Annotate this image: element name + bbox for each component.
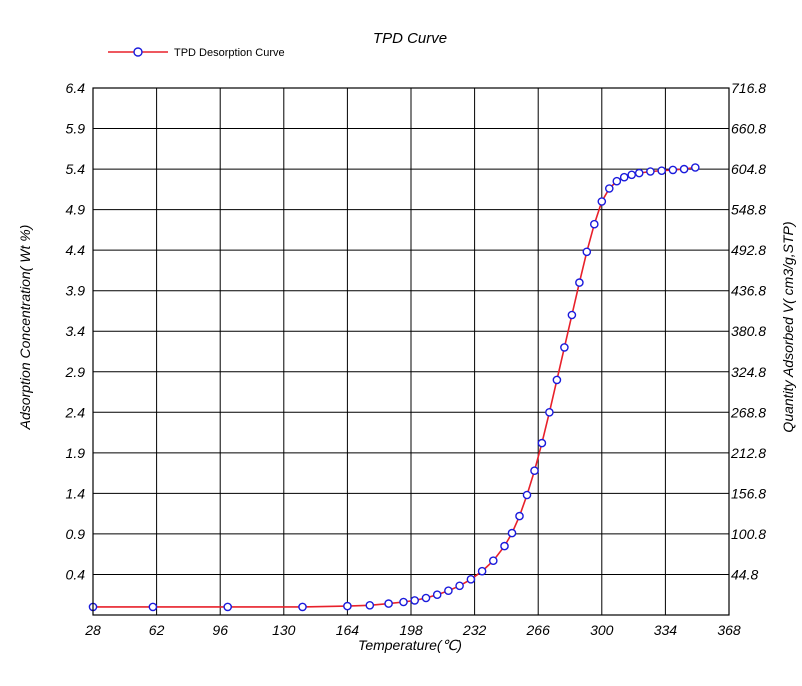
data-point [500, 541, 509, 551]
data-point [444, 586, 453, 596]
y-tick-label: 4.9 [66, 202, 86, 218]
y2-tick-label: 100.8 [731, 526, 766, 542]
tick-labels: 28 62 96 130 164 198 232 266 300 334 368 6.4 5.9 5.4 4… [65, 80, 767, 638]
y-tick-label: 2.4 [65, 404, 86, 420]
data-point [634, 168, 644, 178]
data-point [488, 556, 498, 566]
data-point [679, 164, 689, 174]
data-point [410, 596, 420, 605]
data-point [399, 597, 408, 607]
x-tick-label: 300 [590, 622, 614, 638]
y-tick-label: 0.9 [66, 526, 86, 542]
data-point [575, 278, 584, 287]
y2-tick-label: 660.8 [731, 121, 766, 137]
y2-tick-label: 604.8 [731, 161, 766, 177]
data-point [466, 575, 476, 584]
x-tick-label: 96 [212, 622, 228, 638]
x-axis-title: Temperature(℃) [358, 637, 462, 653]
data-point [627, 170, 637, 180]
y-tick-label: 5.4 [66, 161, 86, 177]
data-point [343, 601, 352, 611]
y-tick-label: 3.9 [66, 283, 86, 299]
y-tick-label: 5.9 [66, 121, 86, 137]
data-point [590, 219, 599, 229]
data-point [477, 566, 487, 576]
x-tick-label: 198 [399, 622, 423, 638]
legend-label: TPD Desorption Curve [174, 47, 285, 59]
chart-title: TPD Curve [373, 30, 447, 47]
series-layer [88, 163, 700, 612]
data-point [582, 247, 592, 257]
y-tick-label: 4.4 [66, 242, 86, 258]
data-point [567, 310, 577, 320]
data-point [455, 581, 464, 591]
y2-tick-label: 324.8 [731, 364, 766, 380]
data-point [507, 528, 517, 538]
data-point [619, 172, 629, 182]
data-point [421, 593, 431, 603]
y-tick-label: 0.4 [66, 566, 86, 582]
grid [92, 87, 730, 615]
y2-tick-label: 548.8 [731, 202, 766, 218]
x-tick-label: 266 [526, 622, 551, 638]
data-point [432, 590, 442, 600]
data-point [646, 167, 655, 176]
x-tick-label: 368 [717, 622, 741, 638]
data-point [522, 490, 532, 500]
x-tick-label: 28 [84, 622, 101, 638]
data-point [597, 197, 607, 206]
data-point [668, 165, 678, 175]
data-point [545, 407, 554, 417]
data-point [365, 601, 375, 610]
y2-tick-label: 268.8 [730, 404, 766, 420]
y2-tick-label: 492.8 [731, 242, 766, 258]
x-tick-label: 164 [336, 622, 360, 638]
y-tick-label: 1.9 [66, 445, 86, 461]
y-tick-label: 1.4 [66, 485, 86, 501]
data-point [691, 163, 700, 172]
data-point [657, 166, 667, 175]
y2-tick-label: 156.8 [731, 485, 766, 501]
x-tick-label: 232 [462, 622, 487, 638]
x-tick-label: 334 [654, 622, 678, 638]
data-point [223, 602, 232, 612]
y-tick-label: 3.4 [66, 323, 86, 339]
legend-marker [133, 47, 143, 57]
data-point [530, 466, 539, 476]
x-tick-label: 62 [149, 622, 165, 638]
y2-tick-label: 212.8 [730, 445, 766, 461]
data-point [552, 375, 562, 385]
data-point [612, 176, 622, 186]
y2-tick-label: 44.8 [731, 566, 758, 582]
data-point [298, 602, 307, 612]
y2-tick-label: 380.8 [731, 323, 766, 339]
data-point [605, 184, 614, 193]
data-point [560, 343, 569, 352]
data-point [537, 438, 547, 448]
y-tick-label: 6.4 [66, 80, 86, 96]
y2-tick-label: 716.8 [731, 80, 766, 96]
data-point [515, 511, 524, 521]
data-point [384, 599, 393, 608]
y-axis-title: Adsorption Concentration( Wt %) [17, 225, 33, 431]
plot-frame [92, 87, 730, 616]
y2-axis-title: Quantity Adsorbed V( cm3/g,STP) [780, 221, 796, 432]
legend: TPD Desorption Curve [108, 47, 285, 59]
series-line [93, 166, 696, 608]
y2-tick-label: 436.8 [731, 283, 766, 299]
data-point [148, 602, 158, 612]
y-tick-label: 2.9 [65, 364, 86, 380]
x-tick-label: 130 [272, 622, 296, 638]
